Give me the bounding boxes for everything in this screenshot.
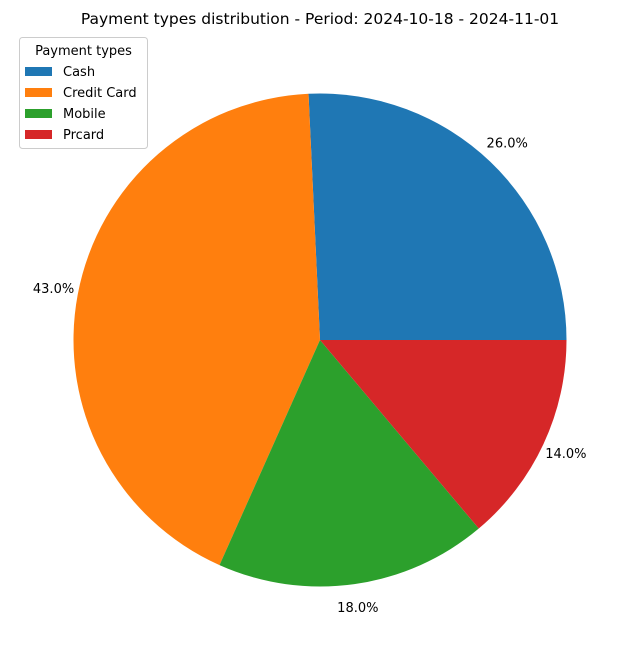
- legend-label-cash: Cash: [63, 65, 95, 80]
- pie-slice-cash: [308, 93, 567, 340]
- legend-swatch-mobile: [25, 109, 52, 118]
- legend-label-mobile: Mobile: [63, 107, 106, 122]
- pie-label-credit-card: 43.0%: [33, 282, 74, 297]
- pie-label-cash: 26.0%: [487, 136, 528, 151]
- legend-label-prcard: Prcard: [63, 128, 104, 143]
- chart-title: Payment types distribution - Period: 202…: [81, 10, 559, 28]
- legend-items: Cash Credit Card Mobile Prcard: [25, 65, 137, 143]
- legend-swatch-cash: [25, 67, 52, 76]
- legend-label-credit-card: Credit Card: [63, 86, 137, 101]
- legend-item-prcard: Prcard: [25, 128, 104, 143]
- pie-percent-labels: 26.0% 43.0% 18.0% 14.0%: [33, 136, 587, 616]
- legend-item-mobile: Mobile: [25, 107, 106, 122]
- legend-title: Payment types: [35, 44, 132, 59]
- legend-item-credit-card: Credit Card: [25, 86, 137, 101]
- pie-label-prcard: 14.0%: [545, 447, 586, 462]
- pie-slices: [73, 93, 567, 587]
- pie-slice-credit-card: [73, 93, 321, 566]
- legend-frame: [19, 37, 148, 149]
- pie-slice-mobile: [219, 340, 479, 587]
- legend: Payment types Cash Credit Card Mobile Prcar…: [19, 37, 148, 149]
- legend-swatch-credit-card: [25, 88, 52, 97]
- legend-item-cash: Cash: [25, 65, 95, 80]
- legend-swatch-prcard: [25, 130, 52, 139]
- pie-label-mobile: 18.0%: [337, 601, 378, 616]
- pie-slice-prcard: [320, 340, 567, 529]
